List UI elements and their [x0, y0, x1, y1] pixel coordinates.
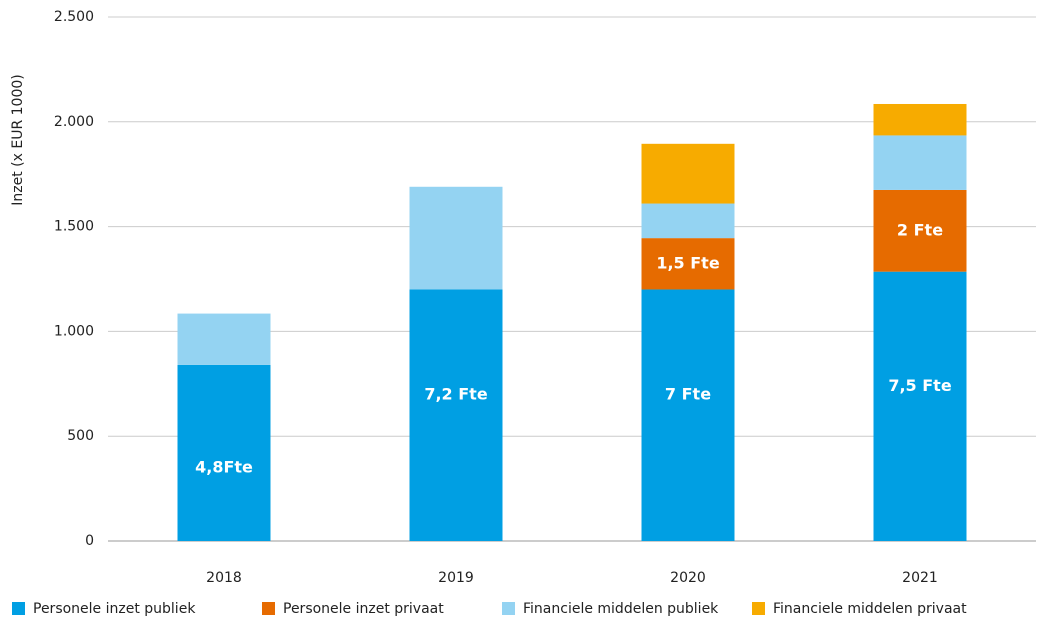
bar-segment [409, 289, 503, 541]
legend-label: Financiele middelen privaat [773, 601, 967, 617]
bar-segment [641, 289, 735, 541]
bar-segment [641, 143, 735, 204]
bar-segment [873, 135, 967, 190]
legend-swatch [12, 602, 25, 615]
y-tick-label: 500 [67, 428, 94, 444]
y-tick-label: 2.000 [54, 114, 94, 130]
segment-label: 7 Fte [665, 385, 711, 404]
segment-label: 7,2 Fte [424, 385, 487, 404]
legend-swatch [262, 602, 275, 615]
x-tick-label: 2021 [902, 570, 938, 586]
bar-segment [177, 313, 271, 365]
x-tick-label: 2020 [670, 570, 706, 586]
bar-segment [409, 186, 503, 290]
y-tick-label: 0 [85, 533, 94, 549]
x-tick-label: 2019 [438, 570, 474, 586]
bar-segment [873, 103, 967, 136]
bar-segment [873, 189, 967, 272]
segment-label: 2 Fte [897, 220, 943, 239]
x-tick-label: 2018 [206, 570, 242, 586]
segment-label: 1,5 Fte [656, 253, 719, 272]
legend-swatch [502, 602, 515, 615]
legend-label: Financiele middelen publiek [523, 601, 719, 617]
y-axis-label: Inzet (x EUR 1000) [10, 74, 26, 205]
y-tick-label: 1.500 [54, 219, 94, 235]
segment-label: 7,5 Fte [888, 376, 951, 395]
bar-segment [177, 364, 271, 541]
legend-label: Personele inzet privaat [283, 601, 444, 617]
y-tick-label: 1.000 [54, 323, 94, 339]
bar-segment [873, 271, 967, 541]
legend-label: Personele inzet publiek [33, 601, 196, 617]
segment-label: 4,8Fte [195, 458, 253, 477]
bar-segment [641, 238, 735, 290]
legend-swatch [752, 602, 765, 615]
y-tick-label: 2.500 [54, 9, 94, 25]
bar-segment [641, 203, 735, 239]
